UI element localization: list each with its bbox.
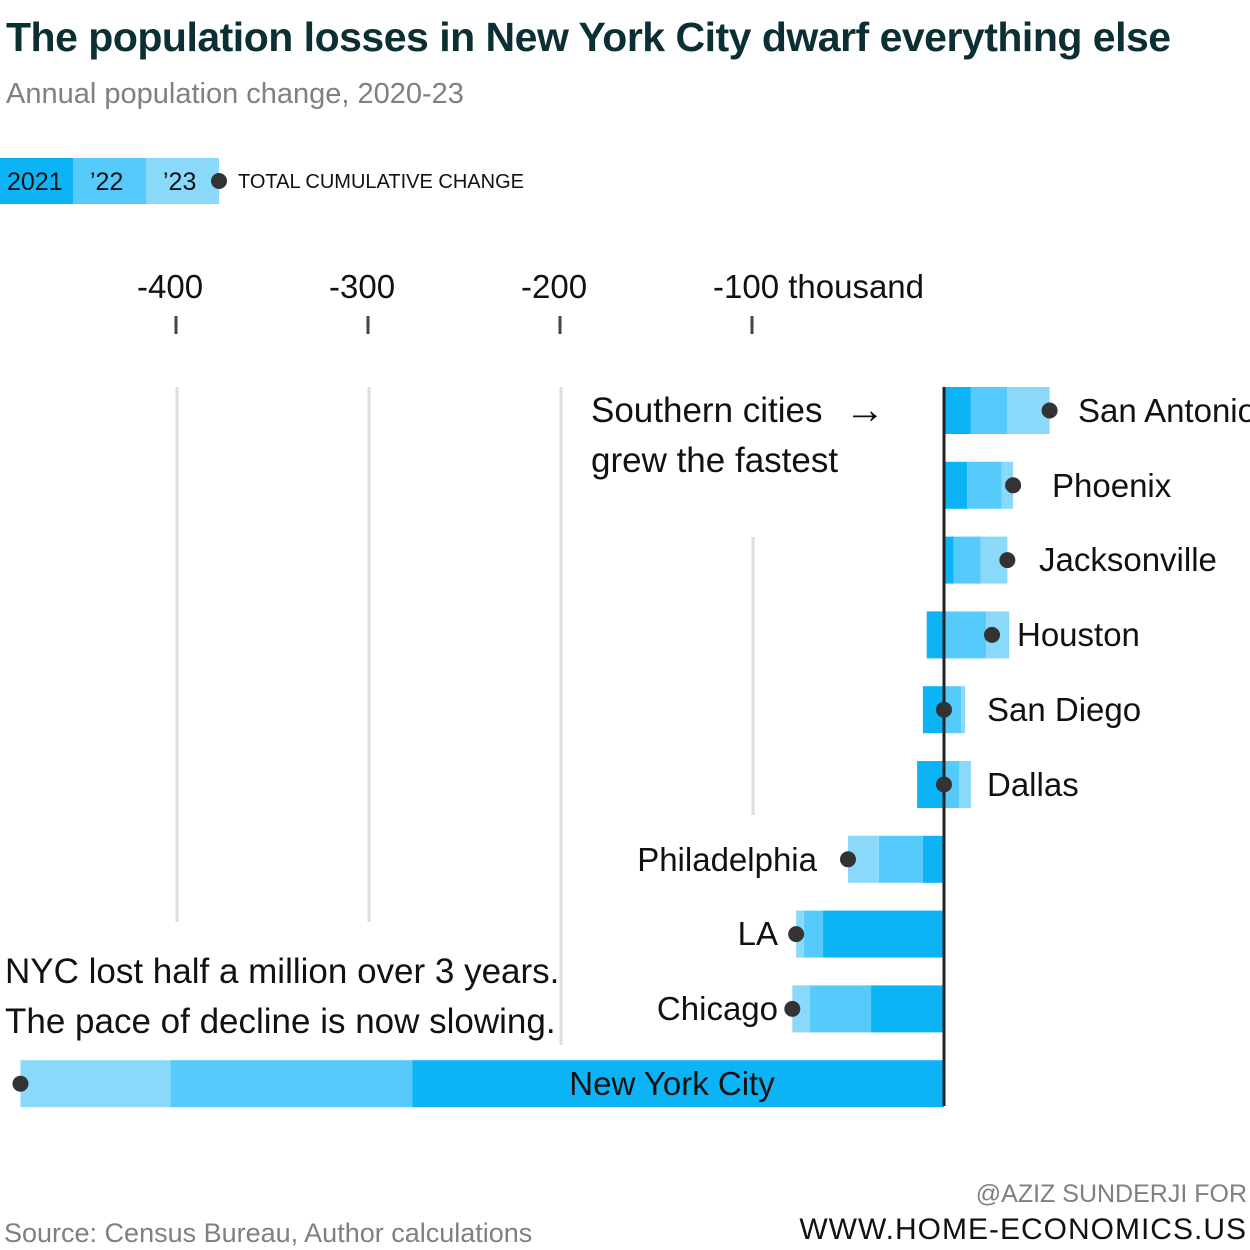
bar-san-diego-2023: [961, 686, 966, 734]
page-title: The population losses in New York City d…: [6, 14, 1171, 60]
city-label-philadelphia: Philadelphia: [637, 841, 817, 878]
city-label-new-york-city: New York City: [569, 1065, 775, 1102]
credit-handle: @AZIZ SUNDERJI FOR: [975, 1180, 1247, 1208]
city-labels: San Antonio Phoenix Jacksonville Houston…: [569, 392, 1250, 1102]
legend-swatch-2022: [73, 158, 146, 204]
legend-label-2022: ’22: [90, 168, 123, 196]
tick-label-minus-400: -400: [137, 268, 203, 305]
city-label-houston: Houston: [1017, 616, 1140, 653]
bar-san-antonio-2021: [944, 387, 971, 434]
bars: [20, 387, 1050, 1108]
bar-new-york-city-2022: [170, 1060, 413, 1108]
credit-website: WWW.HOME-ECONOMICS.US: [799, 1213, 1247, 1246]
page-subtitle: Annual population change, 2020-23: [6, 78, 464, 110]
bar-chicago-2022: [809, 985, 872, 1033]
bar-new-york-city-2021: [412, 1060, 944, 1108]
bar-chicago-2021: [871, 985, 944, 1033]
annotation-southern: Southern cities grew the fastest →: [591, 388, 885, 480]
legend-swatch-2023: [146, 158, 219, 204]
bar-phoenix-2021: [944, 461, 968, 509]
bar-chicago-2023: [792, 985, 810, 1033]
city-label-chicago: Chicago: [657, 990, 778, 1027]
bar-la-2022: [803, 910, 824, 958]
annotation-nyc-line1: NYC lost half a million over 3 years.: [5, 952, 559, 991]
city-label-dallas: Dallas: [987, 766, 1079, 803]
bar-la-2021: [823, 910, 944, 958]
annotation-nyc-line2: The pace of decline is now slowing.: [5, 1002, 556, 1041]
legend-dot-label: TOTAL CUMULATIVE CHANGE: [238, 171, 524, 193]
bar-san-diego-2022: [944, 686, 962, 734]
gridlines: [175, 387, 755, 1045]
source-note: Source: Census Bureau, Author calculatio…: [4, 1218, 533, 1248]
legend-label-2023: ’23: [163, 168, 196, 196]
total-dot-chicago: [784, 1000, 801, 1017]
bar-san-antonio-2022: [970, 387, 1008, 434]
annotation-nyc: NYC lost half a million over 3 years. Th…: [5, 952, 559, 1041]
total-dot-new-york-city: [12, 1075, 29, 1092]
legend-dot: [211, 173, 227, 189]
total-dot-jacksonville: [999, 552, 1016, 569]
bar-houston-2021: [926, 611, 944, 659]
annotation-southern-line2: grew the fastest: [591, 441, 838, 480]
legend-swatch-2021: [0, 158, 73, 204]
legend: 2021 ’22 ’23 TOTAL CUMULATIVE CHANGE: [0, 158, 524, 204]
tick-label-minus-200: -200: [521, 268, 587, 305]
bar-dallas-2023: [959, 761, 971, 808]
bar-philadelphia-2022: [878, 835, 923, 883]
bar-jacksonville-2021: [944, 536, 954, 584]
legend-label-2021: 2021: [7, 168, 63, 196]
bar-new-york-city-2023: [20, 1060, 171, 1108]
total-dot-phoenix: [1005, 477, 1022, 494]
arrow-right-icon: →: [845, 388, 885, 432]
city-label-san-diego: San Diego: [987, 691, 1141, 728]
tick-label-minus-100: -100 thousand: [713, 268, 924, 305]
total-dot-houston: [984, 626, 1000, 643]
city-label-san-antonio: San Antonio: [1078, 392, 1250, 429]
bar-san-diego-2021: [922, 686, 944, 734]
tick-label-minus-300: -300: [329, 268, 395, 305]
total-dot-philadelphia: [840, 851, 856, 868]
total-dot-la: [788, 926, 805, 943]
annotation-southern-line1: Southern cities: [591, 391, 823, 430]
total-dots: [12, 402, 1058, 1092]
city-label-phoenix: Phoenix: [1052, 467, 1172, 504]
bar-houston-2022: [944, 611, 987, 659]
city-label-jacksonville: Jacksonville: [1039, 541, 1217, 578]
city-label-la: LA: [738, 915, 778, 952]
bar-jacksonville-2022: [953, 536, 981, 584]
bar-phoenix-2022: [967, 461, 1002, 509]
total-dot-san-diego: [936, 701, 952, 718]
total-dot-dallas: [936, 776, 952, 793]
total-dot-san-antonio: [1041, 402, 1058, 419]
x-axis: -400 -300 -200 -100 thousand: [137, 268, 924, 334]
bar-philadelphia-2021: [922, 835, 944, 883]
